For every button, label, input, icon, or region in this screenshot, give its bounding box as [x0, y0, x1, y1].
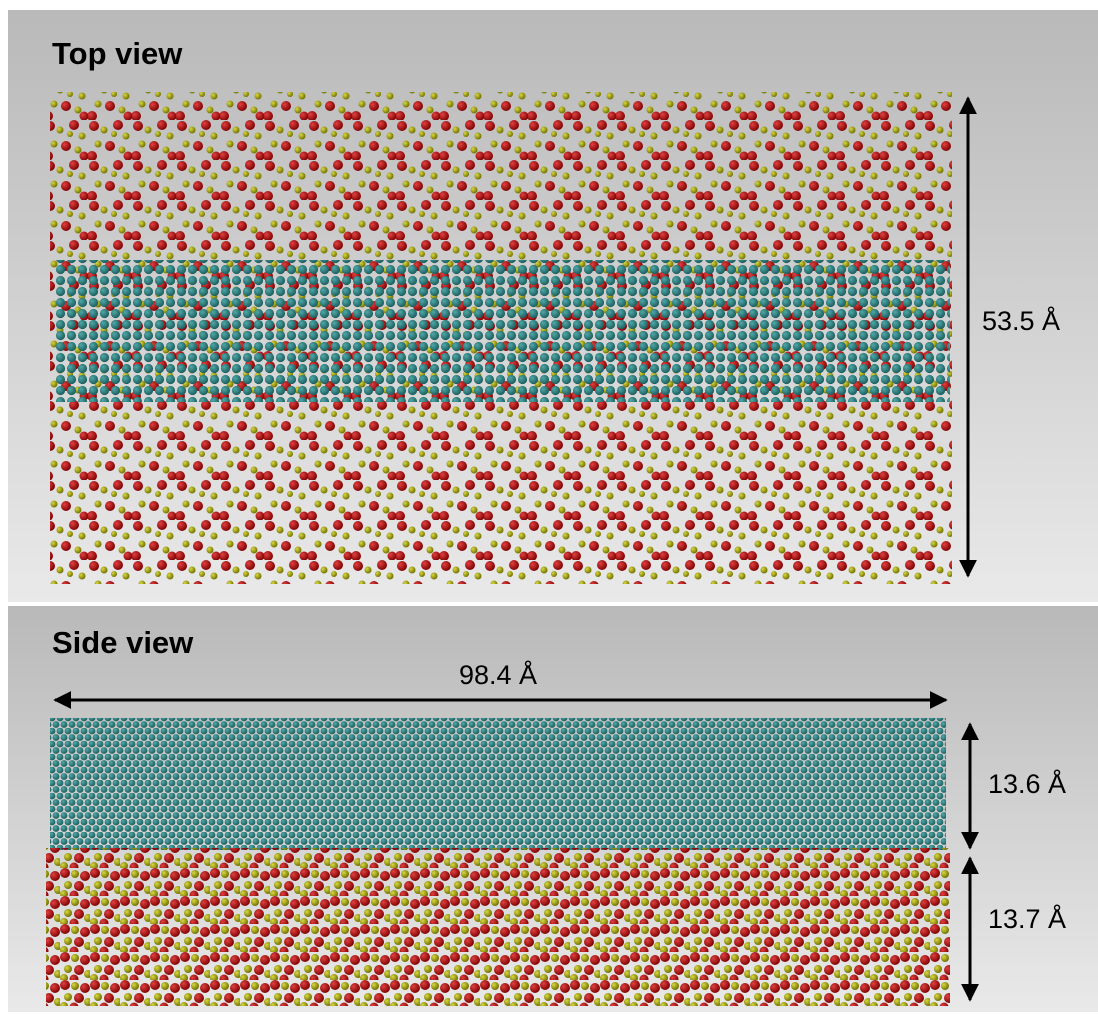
height-label: 53.5 Å	[982, 305, 1060, 336]
oxide-layer-side	[46, 848, 950, 1006]
width-label: 98.4 Å	[459, 659, 537, 690]
top-title: Top view	[52, 36, 183, 71]
side-title: Side view	[52, 625, 194, 660]
page: Top view 53.5 Å Side view 98.4 Å 13.6 Å …	[0, 0, 1098, 1022]
lower-label: 13.7 Å	[988, 903, 1066, 934]
figure: Top view 53.5 Å Side view 98.4 Å 13.6 Å …	[0, 0, 1098, 1022]
carbon-layer-side	[50, 718, 946, 850]
upper-label: 13.6 Å	[988, 768, 1066, 799]
carbon-layer	[55, 260, 950, 402]
